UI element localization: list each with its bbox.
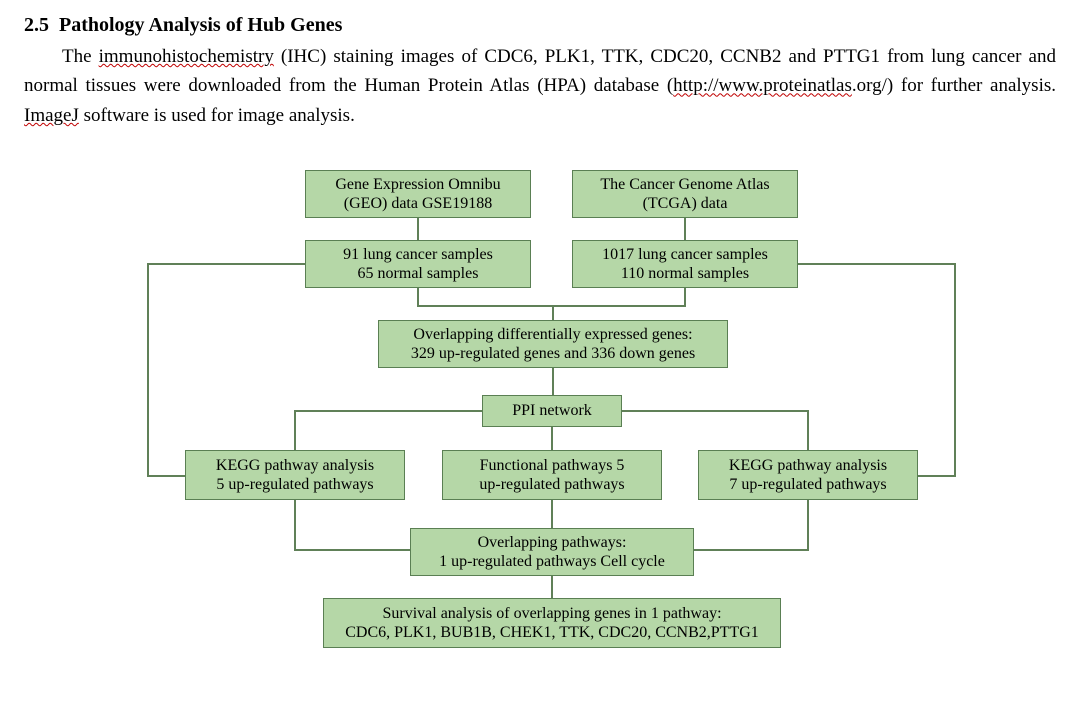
flowchart-box-ppi: PPI network [482, 395, 622, 427]
flowchart: Gene Expression Omnibu (GEO) data GSE191… [0, 160, 1080, 720]
connector [148, 264, 305, 476]
spellcheck-word: ImageJ [24, 105, 79, 126]
flowchart-box-geo_samples: 91 lung cancer samples 65 normal samples [305, 240, 531, 288]
text-seg: software is used for image analysis. [79, 105, 355, 126]
connector [694, 500, 808, 550]
flowchart-box-tcga: The Cancer Genome Atlas (TCGA) data [572, 170, 798, 218]
flowchart-box-survival: Survival analysis of overlapping genes i… [323, 598, 781, 648]
text-seg: .org/) for further analysis. [852, 75, 1056, 96]
connector [418, 288, 553, 320]
spellcheck-word: http://www.proteinatlas [673, 75, 852, 96]
connector [295, 411, 482, 450]
section-title: Pathology Analysis of Hub Genes [59, 14, 342, 36]
text-seg: The [62, 46, 99, 67]
flowchart-box-geo: Gene Expression Omnibu (GEO) data GSE191… [305, 170, 531, 218]
connector [798, 264, 955, 476]
connector [553, 288, 685, 320]
flowchart-box-func_5: Functional pathways 5 up-regulated pathw… [442, 450, 662, 500]
flowchart-box-overlap_deg: Overlapping differentially expressed gen… [378, 320, 728, 368]
section-number: 2.5 [24, 14, 49, 36]
flowchart-box-overlap_path: Overlapping pathways: 1 up-regulated pat… [410, 528, 694, 576]
section-heading: 2.5 Pathology Analysis of Hub Genes [24, 14, 342, 37]
flowchart-box-kegg_5: KEGG pathway analysis 5 up-regulated pat… [185, 450, 405, 500]
flowchart-box-kegg_7: KEGG pathway analysis 7 up-regulated pat… [698, 450, 918, 500]
flowchart-box-tcga_samples: 1017 lung cancer samples 110 normal samp… [572, 240, 798, 288]
connector [622, 411, 808, 450]
body-paragraph: The immunohistochemistry (IHC) staining … [24, 42, 1056, 130]
connector [295, 500, 410, 550]
spellcheck-word: immunohistochemistry [99, 46, 274, 67]
